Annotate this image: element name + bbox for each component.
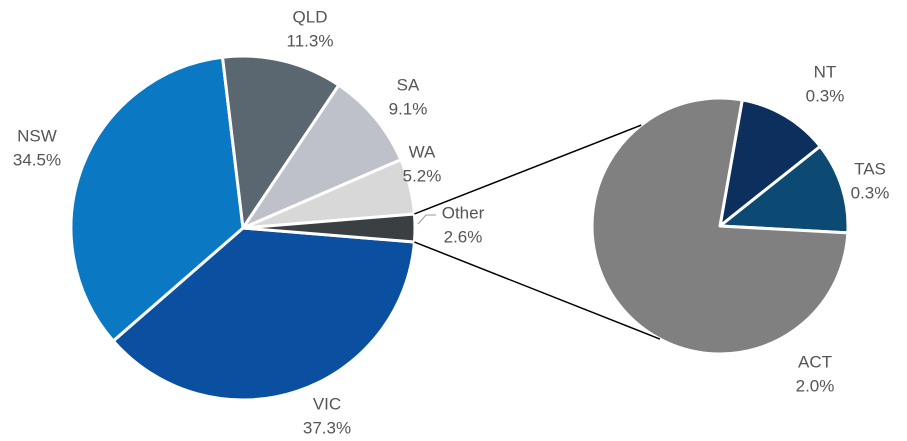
leader-line	[417, 214, 436, 225]
slice-value-label: 34.5%	[13, 150, 61, 169]
connector-line	[414, 124, 642, 215]
slice-label: WA	[409, 142, 436, 161]
pie-slice	[718, 98, 822, 228]
slice-label: Other	[442, 203, 485, 222]
slice-label: NSW	[17, 126, 57, 145]
pie-slice	[590, 96, 850, 356]
slice-label: ACT	[798, 352, 832, 371]
slice-label: NT	[814, 62, 837, 81]
pie-slice	[241, 212, 417, 244]
slice-value-label: 11.3%	[287, 31, 334, 50]
slice-value-label: 5.2%	[403, 166, 442, 185]
slice-value-label: 37.3%	[303, 418, 351, 437]
slice-value-label: 9.1%	[389, 99, 428, 118]
slice-label: TAS	[854, 159, 886, 178]
slice-value-label: 0.3%	[806, 86, 845, 105]
slice-label: SA	[397, 75, 420, 94]
connector-line	[414, 241, 661, 340]
pie-slice	[718, 144, 850, 235]
slice-label: QLD	[293, 7, 328, 26]
pie-slice	[241, 83, 403, 230]
pie-slice	[111, 226, 416, 402]
slice-value-label: 2.6%	[444, 227, 483, 246]
pie-slice	[69, 55, 245, 343]
slice-value-label: 2.0%	[796, 376, 835, 395]
pie-slice	[221, 54, 341, 230]
slice-value-label: 0.3%	[851, 183, 890, 202]
slice-label: VIC	[313, 394, 341, 413]
